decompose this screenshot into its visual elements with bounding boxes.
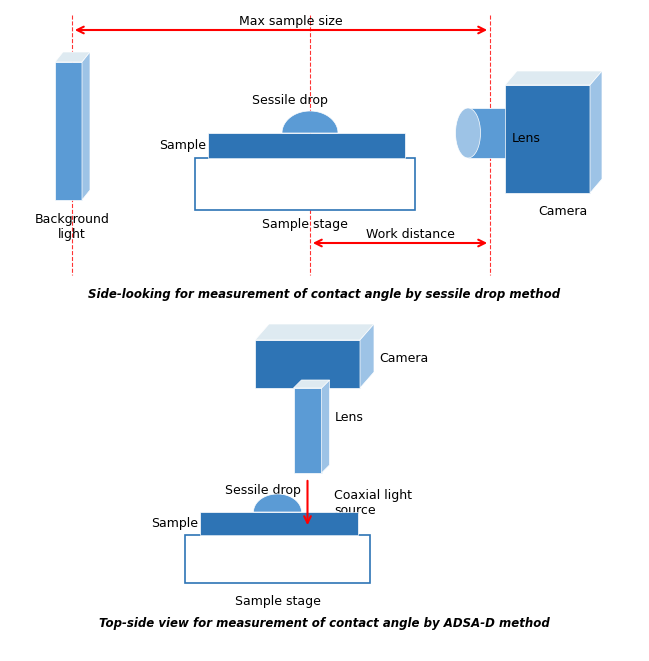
Polygon shape bbox=[55, 52, 90, 62]
Text: Sample stage: Sample stage bbox=[234, 595, 321, 608]
Bar bbox=[55, 62, 82, 200]
Bar bbox=[200, 512, 358, 535]
Text: Sessile drop: Sessile drop bbox=[225, 484, 300, 497]
Polygon shape bbox=[505, 71, 602, 85]
Polygon shape bbox=[282, 111, 338, 133]
Text: Side-looking for measurement of contact angle by sessile drop method: Side-looking for measurement of contact … bbox=[88, 288, 560, 301]
Bar bbox=[505, 85, 590, 193]
Polygon shape bbox=[255, 324, 374, 340]
Text: Sample: Sample bbox=[159, 139, 206, 152]
Bar bbox=[293, 388, 321, 473]
Text: Max sample size: Max sample size bbox=[239, 15, 343, 28]
Bar bbox=[468, 108, 510, 158]
Text: Camera: Camera bbox=[379, 352, 428, 366]
Bar bbox=[195, 158, 415, 210]
Text: Work distance: Work distance bbox=[365, 228, 454, 241]
Text: Camera: Camera bbox=[538, 205, 587, 218]
Text: Background
light: Background light bbox=[34, 213, 110, 241]
Polygon shape bbox=[254, 494, 302, 512]
Polygon shape bbox=[590, 71, 602, 193]
Polygon shape bbox=[82, 52, 90, 200]
Text: Lens: Lens bbox=[512, 132, 541, 145]
Bar bbox=[208, 133, 405, 158]
Bar bbox=[185, 535, 370, 583]
Text: Sample stage: Sample stage bbox=[262, 218, 348, 231]
Bar bbox=[255, 340, 360, 388]
Text: Sample: Sample bbox=[151, 517, 198, 530]
Text: Top-side view for measurement of contact angle by ADSA-D method: Top-side view for measurement of contact… bbox=[99, 617, 549, 630]
Ellipse shape bbox=[456, 108, 480, 158]
Polygon shape bbox=[360, 324, 374, 388]
Polygon shape bbox=[321, 380, 330, 473]
Text: Sessile drop: Sessile drop bbox=[252, 94, 328, 107]
Text: Lens: Lens bbox=[334, 411, 363, 424]
Text: Coaxial light
source: Coaxial light source bbox=[334, 489, 413, 517]
Polygon shape bbox=[293, 380, 330, 388]
